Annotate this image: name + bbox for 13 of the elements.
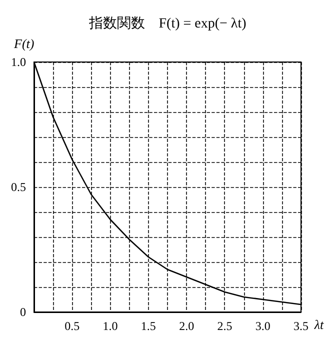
x-tick-label: 3.0 <box>255 319 270 333</box>
y-tick-label: 0 <box>20 305 26 319</box>
y-axis-title: F(t) <box>13 36 34 51</box>
x-tick-label: 0.5 <box>64 319 80 333</box>
x-tick-label: 2.0 <box>179 319 194 333</box>
y-tick-label: 0.5 <box>11 180 26 194</box>
x-tick-label: 3.5 <box>294 319 308 333</box>
x-tick-label: 2.5 <box>217 319 232 333</box>
x-axis-title: λt <box>313 317 324 332</box>
y-tick-label: 1.0 <box>11 55 26 69</box>
chart-title: 指数関数 F(t) = exp(− λt) <box>88 16 247 32</box>
x-tick-label: 1.5 <box>140 319 156 333</box>
x-tick-label: 1.0 <box>102 319 118 333</box>
